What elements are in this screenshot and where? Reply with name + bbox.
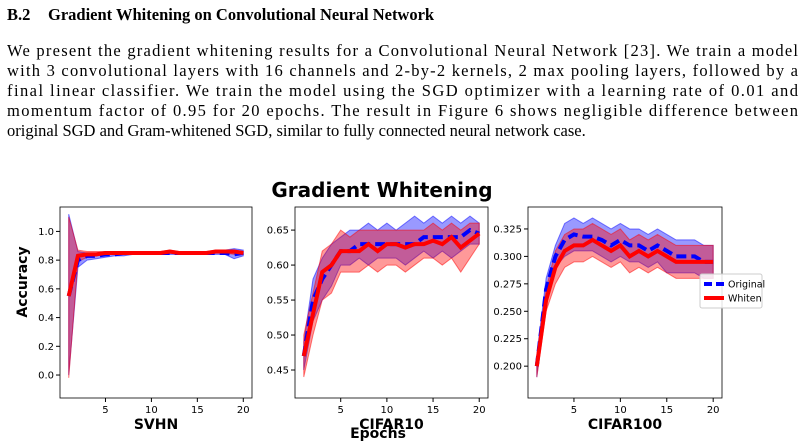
paragraph-line: final linear classifier. We train the mo… xyxy=(7,81,799,100)
x-tick-label: 15 xyxy=(427,405,440,416)
x-tick-label: 15 xyxy=(660,405,673,416)
y-tick-label: 0.55 xyxy=(267,296,289,307)
x-tick-label: 5 xyxy=(338,405,344,416)
y-tick-label: 0.4 xyxy=(38,313,54,324)
y-tick-label: 0.6 xyxy=(38,284,54,295)
line xyxy=(66,249,244,297)
band xyxy=(536,222,714,378)
y-tick-label: 0.65 xyxy=(267,226,289,237)
band xyxy=(303,222,480,378)
x-axis-label: CIFAR10 xyxy=(359,417,424,433)
axes-frame xyxy=(294,206,489,399)
section-title: Gradient Whitening on Convolutional Neur… xyxy=(48,5,435,24)
x-tick-label: 15 xyxy=(191,405,204,416)
x-tick-label: 5 xyxy=(102,405,108,416)
x-tick-label: 20 xyxy=(707,405,720,416)
y-tick-label: 0.8 xyxy=(38,256,54,267)
figure-ylabel: Accuracy xyxy=(15,246,31,317)
paragraph-line: with 3 convolutional layers with 16 chan… xyxy=(7,61,799,80)
y-tick-label: 0.225 xyxy=(493,334,522,345)
y-tick-label: 0.45 xyxy=(267,366,289,377)
paragraph-line: momentum factor of 0.95 for 20 epochs. T… xyxy=(7,101,798,120)
paragraph-line: We present the gradient whitening result… xyxy=(7,41,798,60)
x-tick-label: 20 xyxy=(237,405,250,416)
x-tick-label: 10 xyxy=(145,405,158,416)
band xyxy=(68,216,244,378)
section-number: B.2 xyxy=(7,5,30,24)
band xyxy=(68,214,244,376)
figure-title: Gradient Whitening xyxy=(271,178,492,202)
y-tick-label: 0.50 xyxy=(267,331,289,342)
y-tick-label: 0.275 xyxy=(493,279,522,290)
y-tick-label: 0.325 xyxy=(493,224,522,235)
line xyxy=(301,231,481,357)
line xyxy=(534,237,714,367)
figure-xlabel: Epochs xyxy=(350,426,406,442)
paragraph-line: original SGD and Gram-whitened SGD, simi… xyxy=(7,121,586,140)
x-tick-label: 10 xyxy=(614,405,627,416)
x-tick-label: 5 xyxy=(571,405,577,416)
y-tick-label: 0.300 xyxy=(493,252,522,263)
line xyxy=(534,232,714,367)
axes-frame xyxy=(59,206,253,399)
y-tick-label: 0.250 xyxy=(493,307,522,318)
y-tick-label: 0.60 xyxy=(267,261,289,272)
legend-label: Whiten xyxy=(728,294,762,305)
x-axis-label: CIFAR100 xyxy=(588,417,663,433)
y-tick-label: 0.2 xyxy=(38,342,54,353)
y-tick-label: 0.200 xyxy=(493,362,522,373)
x-tick-label: 10 xyxy=(381,405,394,416)
x-tick-label: 20 xyxy=(473,405,486,416)
x-axis-label: SVHN xyxy=(134,417,178,433)
y-tick-label: 0.0 xyxy=(38,371,54,382)
y-tick-label: 1.0 xyxy=(38,227,54,238)
legend-label: Original xyxy=(728,280,765,291)
